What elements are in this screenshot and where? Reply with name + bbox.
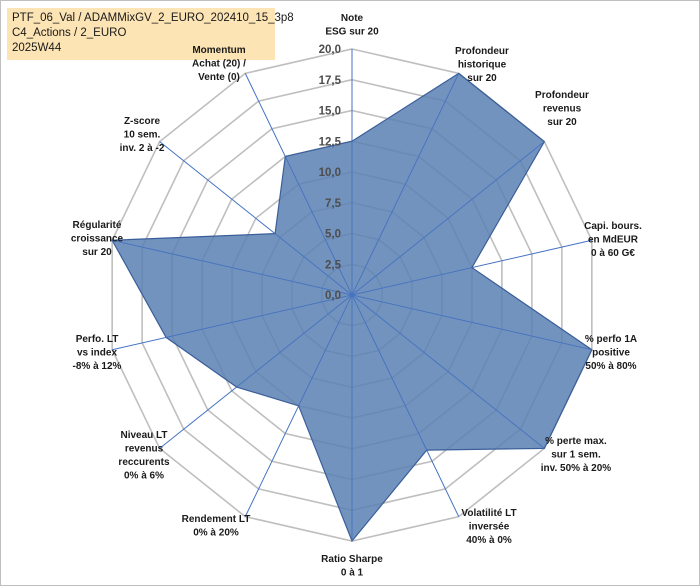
- series-spoke-13: [284, 156, 353, 296]
- series-spoke-4: [351, 294, 592, 351]
- axis-label-9: Niveau LT revenus reccurents 0% à 6%: [118, 430, 170, 482]
- tick-label-6: 15,0: [319, 106, 341, 118]
- axis-label-1: Profondeur historique sur 20: [455, 46, 509, 84]
- axis-label-2: Profondeur revenus sur 20: [535, 90, 589, 128]
- series-spoke-6: [351, 294, 428, 451]
- tick-label-2: 5,0: [325, 229, 341, 241]
- axis-label-7: Ratio Sharpe 0 à 1: [321, 554, 383, 579]
- title-line-week: 2025W44: [12, 42, 62, 54]
- title-line-portfolio: PTF_06_Val / ADAMMixGV_2_EURO_202410_15_…: [12, 12, 294, 24]
- radar-series: [111, 72, 593, 543]
- tick-label-0: 0,0: [325, 290, 341, 302]
- series-spoke-5: [351, 294, 545, 449]
- chart-title-box: PTF_06_Val / ADAMMixGV_2_EURO_202410_15_…: [7, 8, 294, 60]
- axis-label-10: Perfo. LT vs index -8% à 12%: [73, 334, 122, 372]
- series-spoke-2: [351, 141, 545, 296]
- series-spoke-8: [298, 294, 353, 406]
- axis-label-13: Momentum Achat (20) / Vente (0): [192, 45, 246, 83]
- series-spoke-9: [236, 294, 353, 388]
- series-spoke-1: [351, 73, 460, 296]
- tick-label-3: 7,5: [325, 198, 342, 210]
- axis-label-3: Capi. bours. en MdEUR 0 à 60 G€: [584, 221, 642, 259]
- series-spoke-11: [112, 239, 353, 296]
- axis-label-8: Rendement LT 0% à 20%: [182, 514, 251, 539]
- tick-label-5: 12,5: [319, 136, 342, 148]
- tick-label-7: 17,5: [319, 75, 342, 87]
- tick-label-1: 2,5: [325, 259, 342, 271]
- radar-tick-labels: 0,0 2,5 5,0 7,5 10,0 12,5 15,0 17,5 20,0: [319, 44, 342, 302]
- axis-label-12: Z-score 10 sem. inv. 2 à -2: [120, 116, 165, 154]
- tick-label-8: 20,0: [319, 44, 341, 56]
- series-spoke-12: [274, 233, 353, 296]
- title-line-category: C4_Actions / 2_EURO: [12, 27, 127, 39]
- axis-label-6: Volatilité LT inversée 40% à 0%: [461, 508, 516, 546]
- axis-label-4: % perfo 1A positive 50% à 80%: [585, 334, 637, 372]
- radar-axis-labels: Note ESG sur 20 Profondeur historique sur 20…: [71, 13, 642, 579]
- axis-label-0: Note ESG sur 20: [325, 13, 379, 38]
- series-spoke-3: [351, 267, 473, 296]
- axis-label-11: Régularité croissance sur 20: [71, 220, 124, 258]
- tick-label-4: 10,0: [319, 167, 341, 179]
- series-spoke-10: [166, 294, 353, 338]
- axis-label-5: % perte max. sur 1 sem. inv. 50% à 20%: [541, 436, 612, 474]
